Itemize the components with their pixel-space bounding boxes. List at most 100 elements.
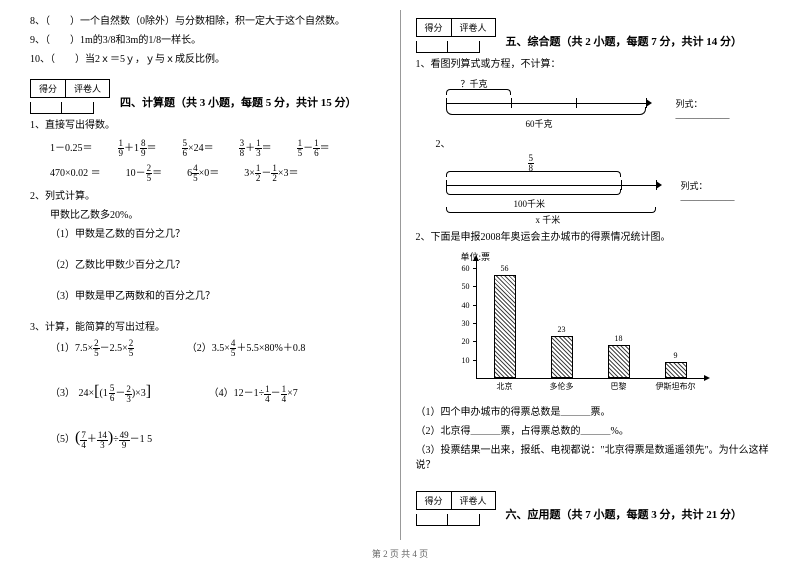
right-column: 得分 评卷人 五、综合题（共 2 小题，每题 7 分，共计 14 分） 1、看图…: [416, 10, 771, 540]
eq-a: 1－0.25＝: [50, 139, 93, 158]
d1-bottom-label: 60千克: [526, 117, 553, 130]
chart-bar: [551, 336, 573, 378]
q5-2-2: （2）北京得＿＿＿票，占得票总数的＿＿＿%。: [416, 424, 771, 439]
section-4-title: 四、计算题（共 3 小题，每题 5 分，共计 15 分）: [120, 94, 357, 110]
question-8: 8、（ ）一个自然数（0除外）与分数相除，积一定大于这个自然数。: [30, 14, 385, 29]
q4-3-5: （5）(74＋143)÷499－1 5: [50, 434, 152, 445]
d2-line: [446, 185, 656, 186]
q4-3-row3: （5）(74＋143)÷499－1 5: [50, 426, 385, 450]
score-label-6: 得分: [416, 491, 452, 510]
q4-2-sub: 甲数比乙数多20%。: [50, 208, 385, 223]
d1-top-brace: [446, 89, 511, 95]
score-box-6: 得分 评卷人: [416, 483, 496, 526]
q5-1-2: 2、: [436, 137, 771, 152]
d1-bottom-brace: [446, 107, 646, 115]
score-label: 得分: [30, 79, 66, 98]
eq-i: 3×12－12×3＝: [244, 164, 298, 183]
q5-2-1: （1）四个申办城市的得票总数是＿＿＿票。: [416, 405, 771, 420]
y-tick: [473, 268, 476, 269]
score-blank: [30, 102, 62, 114]
q4-3: 3、计算，能简算的写出过程。: [30, 320, 385, 335]
bar-value: 18: [608, 334, 630, 343]
eq-b: 19＋189＝: [118, 139, 157, 158]
section-4-header: 得分 评卷人 四、计算题（共 3 小题，每题 5 分，共计 15 分）: [30, 71, 385, 114]
y-label: 60: [456, 264, 470, 273]
d2-bot-label: x 千米: [536, 213, 561, 226]
bar-name: 巴黎: [596, 381, 642, 392]
eq-c: 56×24＝: [182, 139, 214, 158]
y-label: 40: [456, 301, 470, 310]
y-tick: [473, 305, 476, 306]
q5-2-3: （3）投票结果一出来，报纸、电视都说："北京得票是数遥遥领先"。为什么这样说？: [416, 443, 771, 473]
section-5-title: 五、综合题（共 2 小题，每题 7 分，共计 14 分）: [506, 33, 743, 49]
q4-3-4: （4）12－1÷14－14×7: [209, 388, 298, 399]
q4-2-2: （2）乙数比甲数少百分之几？: [50, 258, 385, 273]
score-blank-6: [416, 514, 448, 526]
chart-bar: [608, 345, 630, 378]
question-9: 9、（ ）1m的3/8和3m的1/8一样长。: [30, 33, 385, 48]
y-label: 50: [456, 282, 470, 291]
chart-bar: [494, 275, 516, 378]
page-footer: 第 2 页 共 4 页: [0, 547, 800, 560]
q4-2: 2、列式计算。: [30, 189, 385, 204]
score-blank-5: [416, 41, 448, 53]
d1-line: [446, 103, 646, 104]
bar-value: 23: [551, 325, 573, 334]
diagram-1: ？千克 60千克 列式：____________: [446, 77, 741, 132]
grader-blank: [62, 102, 94, 114]
score-box-5: 得分 评卷人: [416, 10, 496, 53]
chart-bar: [665, 362, 687, 379]
column-divider: [400, 10, 401, 540]
eq-row-1: 1－0.25＝ 19＋189＝ 56×24＝ 38＋13＝ 15－16＝: [50, 139, 365, 158]
q4-1: 1、直接写出得数。: [30, 118, 385, 133]
q4-3-row2: （3） 24×[(156－23)×3] （4）12－1÷14－14×7: [50, 380, 385, 404]
y-label: 30: [456, 319, 470, 328]
diagram-2: 58 100千米 x 千米 列式：____________: [446, 157, 741, 222]
bar-name: 北京: [482, 381, 528, 392]
q5-2: 2、下面是申报2008年奥运会主办城市的得票情况统计图。: [416, 230, 771, 245]
grader-label-6: 评卷人: [452, 491, 496, 510]
section-5-header: 得分 评卷人 五、综合题（共 2 小题，每题 7 分，共计 14 分）: [416, 10, 771, 53]
d2-arrow-icon: [656, 181, 662, 189]
left-column: 8、（ ）一个自然数（0除外）与分数相除，积一定大于这个自然数。 9、（ ）1m…: [30, 10, 385, 540]
bar-name: 多伦多: [539, 381, 585, 392]
q4-3-row1: （1）7.5×25－2.5×25 （2）3.5×45＋5.5×80%＋0.8: [50, 339, 385, 358]
y-tick: [473, 286, 476, 287]
bar-value: 56: [494, 264, 516, 273]
y-tick: [473, 360, 476, 361]
q4-2-1: （1）甲数是乙数的百分之几？: [50, 227, 385, 242]
chart-unit: 单位:票: [461, 250, 716, 263]
d1-side-label: 列式：____________: [676, 97, 741, 120]
bar-value: 9: [665, 351, 687, 360]
question-10: 10、（ ）当2ｘ＝5ｙ，ｙ与ｘ成反比例。: [30, 52, 385, 67]
eq-d: 38＋13＝: [239, 139, 272, 158]
eq-h: 645×0＝: [187, 164, 219, 183]
section-6-header: 得分 评卷人 六、应用题（共 7 小题，每题 3 分，共计 21 分）: [416, 483, 771, 526]
y-axis: [476, 260, 477, 378]
grader-label: 评卷人: [66, 79, 110, 98]
page-columns: 8、（ ）一个自然数（0除外）与分数相除，积一定大于这个自然数。 9、（ ）1m…: [30, 10, 770, 540]
q4-2-3: （3）甲数是甲乙两数和的百分之几？: [50, 289, 385, 304]
q4-3-1: （1）7.5×25－2.5×25: [50, 343, 134, 354]
y-tick: [473, 323, 476, 324]
grader-blank-5: [448, 41, 480, 53]
x-arrow-icon: [704, 375, 710, 381]
d2-top-brace: [446, 171, 621, 177]
q5-1: 1、看图列算式或方程，不计算：: [416, 57, 771, 72]
score-box: 得分 评卷人: [30, 71, 110, 114]
eq-g: 10－25＝: [126, 164, 163, 183]
q4-3-3: （3） 24×[(156－23)×3]: [50, 388, 151, 399]
d2-side-label: 列式：____________: [681, 179, 741, 202]
score-label-5: 得分: [416, 18, 452, 37]
grader-label-5: 评卷人: [452, 18, 496, 37]
grader-blank-6: [448, 514, 480, 526]
q4-3-2: （2）3.5×45＋5.5×80%＋0.8: [187, 343, 306, 354]
d2-tick: [621, 180, 622, 190]
section-6-title: 六、应用题（共 7 小题，每题 3 分，共计 21 分）: [506, 506, 743, 522]
bar-name: 伊斯坦布尔: [653, 381, 699, 392]
eq-e: 15－16＝: [297, 139, 330, 158]
y-tick: [473, 341, 476, 342]
y-arrow-icon: [473, 255, 479, 261]
y-label: 10: [456, 356, 470, 365]
d2-mid-brace: [446, 189, 621, 195]
